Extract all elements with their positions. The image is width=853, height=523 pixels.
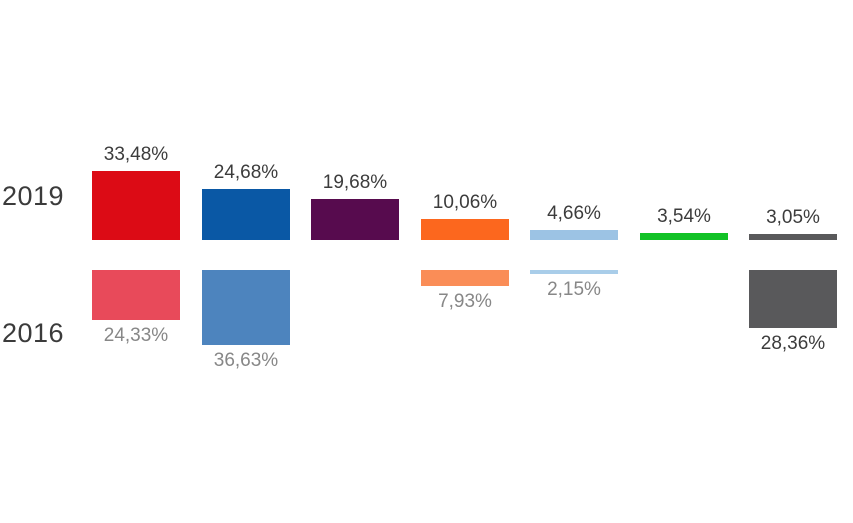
value-label-2019-green: 3,54% bbox=[657, 206, 711, 227]
value-label-2019-dark-blue: 24,68% bbox=[213, 162, 279, 183]
value-label-2019-orange: 10,06% bbox=[432, 192, 498, 213]
value-label-2016-dark-blue: 36,63% bbox=[213, 350, 279, 371]
value-label-2019-light-blue: 4,66% bbox=[547, 203, 601, 224]
bar-2016-dark-gray bbox=[749, 270, 837, 328]
value-label-2019-dark-gray: 3,05% bbox=[766, 207, 820, 228]
value-label-2016-light-blue: 2,15% bbox=[547, 279, 601, 300]
bar-2019-light-blue bbox=[530, 230, 618, 240]
value-label-2016-red: 24,33% bbox=[103, 325, 169, 346]
row-label-2016: 2016 bbox=[2, 318, 65, 348]
bar-2019-dark-blue bbox=[202, 189, 290, 240]
row-label-2019: 2019 bbox=[2, 181, 65, 211]
bar-2016-dark-blue bbox=[202, 270, 290, 345]
value-label-2019-purple: 19,68% bbox=[322, 172, 388, 193]
value-label-2016-dark-gray: 28,36% bbox=[760, 333, 826, 354]
bar-2016-light-blue bbox=[530, 270, 618, 274]
value-label-2016-orange: 7,93% bbox=[438, 291, 492, 312]
bar-2019-green bbox=[640, 233, 728, 240]
bar-2019-orange bbox=[421, 219, 509, 240]
bar-2016-red bbox=[92, 270, 180, 320]
bar-2016-orange bbox=[421, 270, 509, 286]
bar-2019-purple bbox=[311, 199, 399, 240]
value-label-2019-red: 33,48% bbox=[103, 144, 169, 165]
bar-2019-dark-gray bbox=[749, 234, 837, 240]
bar-2019-red bbox=[92, 171, 180, 240]
